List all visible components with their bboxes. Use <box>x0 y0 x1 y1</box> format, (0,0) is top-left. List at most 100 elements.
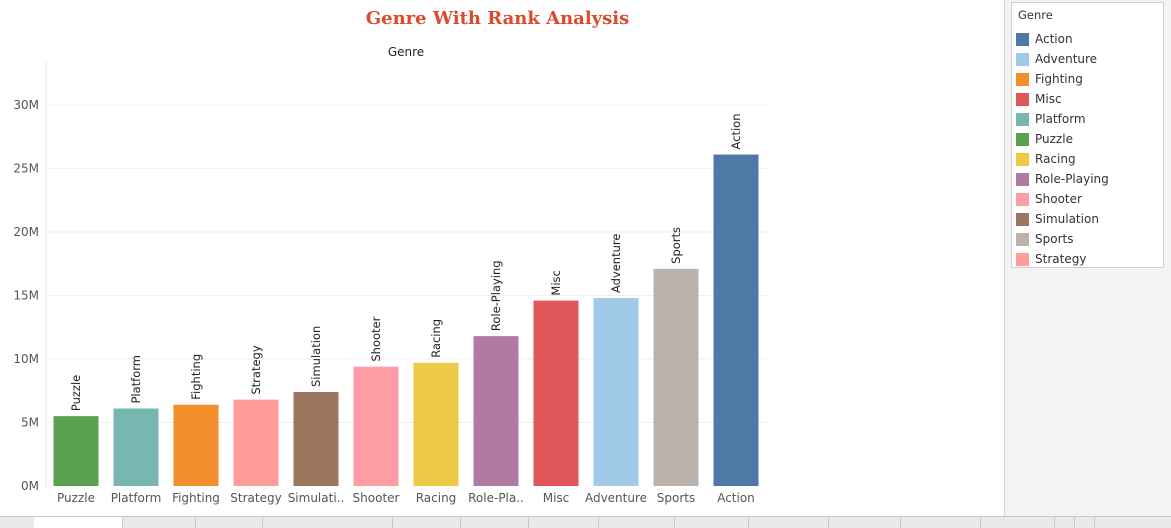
legend-swatch <box>1016 152 1029 166</box>
legend-swatch <box>1016 232 1029 246</box>
bar-racing[interactable] <box>413 362 459 486</box>
x-tick-label: Puzzle <box>57 491 95 505</box>
y-tick-label: 10M <box>13 352 39 366</box>
legend-item-adventure[interactable]: Adventure <box>1016 51 1097 67</box>
legend-label: Shooter <box>1035 192 1082 206</box>
bar-data-label: Puzzle <box>69 375 83 411</box>
sheet-tab[interactable] <box>195 517 263 528</box>
bar-fighting[interactable] <box>173 404 219 486</box>
gridlines <box>46 104 768 423</box>
bar-puzzle[interactable] <box>53 416 99 486</box>
sheet-tab[interactable] <box>392 517 461 528</box>
y-tick-label: 25M <box>13 162 39 176</box>
legend-swatch <box>1016 132 1029 146</box>
legend-item-action[interactable]: Action <box>1016 31 1073 47</box>
legend-label: Role-Playing <box>1035 172 1109 186</box>
y-tick-label: 0M <box>21 479 39 493</box>
chart-panel: Genre With Rank Analysis Genre 0M 5M 10M 15… <box>13 0 1005 516</box>
x-tick-label: Simulati.. <box>288 491 345 505</box>
bar-data-label: Shooter <box>369 316 383 361</box>
bar-data-label: Simulation <box>309 326 323 387</box>
legend-swatch <box>1016 112 1029 126</box>
bars: Puzzle Platform Fighting Strategy Simulation… <box>53 113 759 486</box>
sheet-tab[interactable] <box>1074 517 1095 528</box>
sheet-tab[interactable] <box>674 517 749 528</box>
legend-swatch <box>1016 72 1029 86</box>
sheet-tab[interactable] <box>34 517 123 528</box>
bar-sports[interactable] <box>653 268 699 486</box>
legend-item-strategy[interactable]: Strategy <box>1016 251 1086 267</box>
x-tick-label: Role-Pla.. <box>468 491 524 505</box>
legend-item-misc[interactable]: Misc <box>1016 91 1062 107</box>
y-tick-label: 15M <box>13 289 39 303</box>
bar-platform[interactable] <box>113 408 159 486</box>
bar-data-label: Role-Playing <box>489 260 503 331</box>
x-tick-label: Sports <box>657 491 695 505</box>
sheet-tab[interactable] <box>1054 517 1075 528</box>
y-axis-ticks: 0M 5M 10M 15M 20M 25M 30M <box>13 98 39 493</box>
legend-swatch <box>1016 52 1029 66</box>
sheet-tab[interactable] <box>900 517 981 528</box>
bar-data-label: Fighting <box>189 354 203 400</box>
legend-label: Puzzle <box>1035 132 1073 146</box>
x-axis-ticks: Puzzle Platform Fighting Strategy Simulati..… <box>57 491 755 505</box>
bar-chart: Genre 0M 5M 10M 15M 20M 25M 30M Puzzle Platform… <box>13 45 768 505</box>
bar-data-label: Misc <box>549 270 563 295</box>
column-header: Genre <box>388 45 424 59</box>
x-tick-label: Adventure <box>585 491 647 505</box>
legend-label: Simulation <box>1035 212 1099 226</box>
legend-item-fighting[interactable]: Fighting <box>1016 71 1083 87</box>
sheet-tab[interactable] <box>122 517 196 528</box>
legend-label: Fighting <box>1035 72 1083 86</box>
bar-data-label: Adventure <box>609 234 623 293</box>
sheet-tab[interactable] <box>528 517 599 528</box>
bar-simulation[interactable] <box>293 392 339 486</box>
sheet-tab[interactable] <box>980 517 1055 528</box>
legend-item-role-playing[interactable]: Role-Playing <box>1016 171 1109 187</box>
bar-misc[interactable] <box>533 300 579 486</box>
sheet-tab[interactable] <box>748 517 829 528</box>
legend-swatch <box>1016 92 1029 106</box>
bar-data-label: Racing <box>429 319 443 358</box>
legend-item-racing[interactable]: Racing <box>1016 151 1076 167</box>
bar-data-label: Platform <box>129 355 143 404</box>
bar-data-label: Sports <box>669 227 683 264</box>
bar-adventure[interactable] <box>593 298 639 486</box>
legend-swatch <box>1016 172 1029 186</box>
bar-data-label: Strategy <box>249 345 263 394</box>
legend-swatch <box>1016 192 1029 206</box>
sheet-tab[interactable] <box>598 517 675 528</box>
bar-action[interactable] <box>713 154 759 486</box>
legend-item-simulation[interactable]: Simulation <box>1016 211 1099 227</box>
legend-label: Platform <box>1035 112 1086 126</box>
sheet-tab[interactable] <box>460 517 529 528</box>
sheet-tab[interactable] <box>262 517 393 528</box>
y-tick-label: 20M <box>13 225 39 239</box>
legend-label: Sports <box>1035 232 1074 246</box>
legend-item-platform[interactable]: Platform <box>1016 111 1086 127</box>
sheet-tab[interactable] <box>828 517 901 528</box>
legend-item-sports[interactable]: Sports <box>1016 231 1073 247</box>
x-tick-label: Shooter <box>353 491 400 505</box>
x-tick-label: Fighting <box>172 491 220 505</box>
legend-label: Adventure <box>1035 52 1098 66</box>
legend-item-puzzle[interactable]: Puzzle <box>1016 131 1073 147</box>
y-tick-label: 5M <box>21 416 39 430</box>
chart-title: Genre With Rank Analysis <box>365 8 630 29</box>
y-tick-label: 30M <box>13 98 39 112</box>
legend-label: Misc <box>1035 92 1062 106</box>
bar-shooter[interactable] <box>353 366 399 486</box>
legend-swatch <box>1016 252 1029 266</box>
legend-swatch <box>1016 32 1029 46</box>
bar-strategy[interactable] <box>233 399 279 486</box>
x-tick-label: Action <box>717 491 755 505</box>
bar-role-playing[interactable] <box>473 336 519 486</box>
legend-label: Strategy <box>1035 252 1087 266</box>
legend-label: Racing <box>1035 152 1076 166</box>
legend-label: Action <box>1035 32 1073 46</box>
legend-swatch <box>1016 212 1029 226</box>
color-legend[interactable]: Genre Action Adventure Fighting Misc Platfor… <box>1011 2 1164 268</box>
bar-data-label: Action <box>729 113 743 149</box>
legend-item-shooter[interactable]: Shooter <box>1016 191 1082 207</box>
x-tick-label: Strategy <box>230 491 281 505</box>
